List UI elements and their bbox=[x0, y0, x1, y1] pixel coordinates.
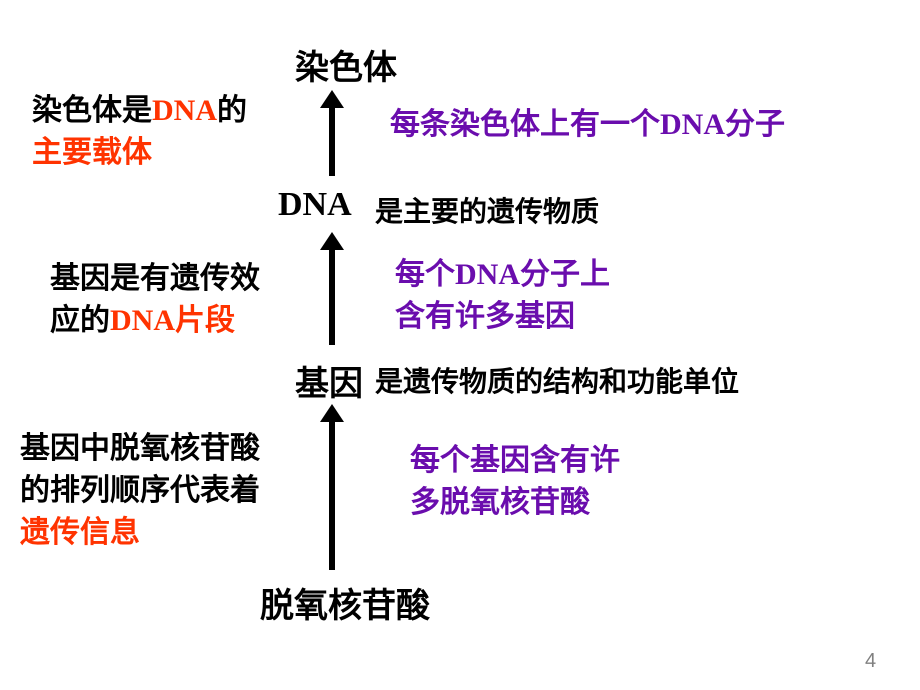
node-dna: DNA bbox=[278, 186, 352, 224]
annotation-text: 每个基因含有许 bbox=[410, 444, 620, 477]
annotation-left-3: 基因中脱氧核苷酸的排列顺序代表着遗传信息 bbox=[20, 428, 260, 554]
annotation-text: DNA bbox=[660, 108, 725, 141]
node-chromosome: 染色体 bbox=[295, 40, 397, 89]
arrow-2 bbox=[320, 232, 344, 345]
arrow-3 bbox=[320, 404, 344, 570]
annotation-text: 应的 bbox=[50, 304, 110, 337]
arrow-shaft bbox=[329, 250, 335, 345]
annotation-text: 片段 bbox=[175, 304, 235, 337]
arrow-1 bbox=[320, 90, 344, 176]
node-gene: 基因 bbox=[295, 356, 363, 405]
arrow-head-icon bbox=[320, 232, 344, 250]
annotation-text: 遗传信息 bbox=[20, 516, 140, 549]
annotation-text: 分子上 bbox=[520, 258, 610, 291]
annotation-text: 基因是有遗传效 bbox=[50, 262, 260, 295]
node-nucleotide: 脱氧核苷酸 bbox=[260, 578, 430, 627]
annotation-text: 多脱氧核苷酸 bbox=[410, 486, 590, 519]
annotation-text: 分子 bbox=[725, 108, 785, 141]
page-number: 4 bbox=[865, 650, 876, 673]
annotation-text: 每条染色体上有一个 bbox=[390, 108, 660, 141]
annotation-text: 的 bbox=[217, 94, 247, 127]
annotation-text: 基因中脱氧核苷酸 bbox=[20, 432, 260, 465]
node-gene-desc: 是遗传物质的结构和功能单位 bbox=[375, 360, 739, 400]
node-dna-desc: 是主要的遗传物质 bbox=[375, 190, 599, 230]
annotation-text: DNA bbox=[455, 258, 520, 291]
dna-label: DNA bbox=[278, 186, 352, 223]
arrow-shaft bbox=[329, 108, 335, 176]
annotation-text: DNA bbox=[110, 304, 175, 337]
annotation-text: 主要载体 bbox=[32, 136, 152, 169]
arrow-shaft bbox=[329, 422, 335, 570]
annotation-text: 染色体是 bbox=[32, 94, 152, 127]
annotation-left-2: 基因是有遗传效应的DNA片段 bbox=[50, 258, 260, 342]
annotation-text: 每个 bbox=[395, 258, 455, 291]
arrow-head-icon bbox=[320, 90, 344, 108]
annotation-text: 含有许多基因 bbox=[395, 300, 575, 333]
annotation-text: 的排列顺序代表着 bbox=[20, 474, 260, 507]
annotation-right-3: 每个基因含有许多脱氧核苷酸 bbox=[410, 440, 620, 524]
annotation-left-1: 染色体是DNA的主要载体 bbox=[32, 90, 247, 174]
arrow-head-icon bbox=[320, 404, 344, 422]
annotation-text: DNA bbox=[152, 94, 217, 127]
annotation-right-1: 每条染色体上有一个DNA分子 bbox=[390, 104, 785, 146]
annotation-right-2: 每个DNA分子上含有许多基因 bbox=[395, 254, 610, 338]
